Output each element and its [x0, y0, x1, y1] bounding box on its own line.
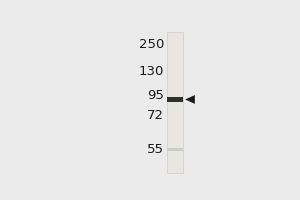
Text: 95: 95: [147, 89, 164, 102]
Bar: [167, 148, 183, 151]
Text: 130: 130: [139, 65, 164, 78]
Text: 250: 250: [139, 38, 164, 51]
Bar: [167, 97, 183, 102]
Polygon shape: [185, 95, 195, 104]
Text: 55: 55: [147, 143, 164, 156]
Bar: [167, 32, 183, 173]
Text: 72: 72: [147, 109, 164, 122]
